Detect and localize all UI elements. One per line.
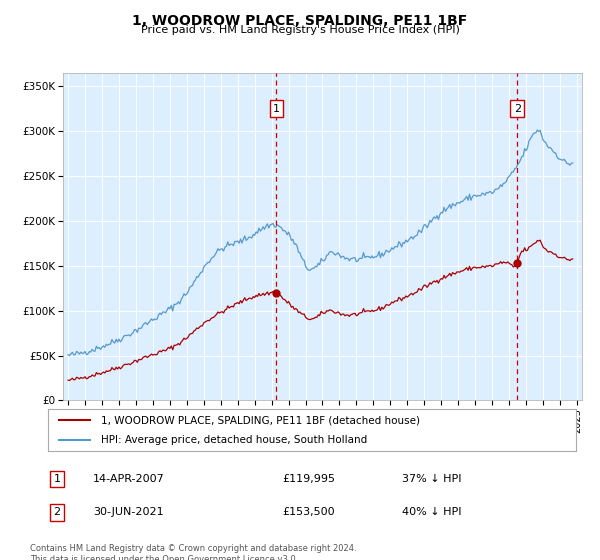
Text: 37% ↓ HPI: 37% ↓ HPI: [402, 474, 461, 484]
Text: 2: 2: [53, 507, 61, 517]
Text: Contains HM Land Registry data © Crown copyright and database right 2024.
This d: Contains HM Land Registry data © Crown c…: [30, 544, 356, 560]
Text: 2: 2: [514, 104, 521, 114]
Text: 14-APR-2007: 14-APR-2007: [93, 474, 165, 484]
Text: Price paid vs. HM Land Registry's House Price Index (HPI): Price paid vs. HM Land Registry's House …: [140, 25, 460, 35]
Text: 1: 1: [53, 474, 61, 484]
Text: HPI: Average price, detached house, South Holland: HPI: Average price, detached house, Sout…: [101, 435, 367, 445]
Text: 30-JUN-2021: 30-JUN-2021: [93, 507, 164, 517]
Text: £153,500: £153,500: [282, 507, 335, 517]
Text: 1, WOODROW PLACE, SPALDING, PE11 1BF: 1, WOODROW PLACE, SPALDING, PE11 1BF: [133, 14, 467, 28]
Text: 1, WOODROW PLACE, SPALDING, PE11 1BF (detached house): 1, WOODROW PLACE, SPALDING, PE11 1BF (de…: [101, 415, 420, 425]
Text: 40% ↓ HPI: 40% ↓ HPI: [402, 507, 461, 517]
Text: 1: 1: [273, 104, 280, 114]
Text: £119,995: £119,995: [282, 474, 335, 484]
